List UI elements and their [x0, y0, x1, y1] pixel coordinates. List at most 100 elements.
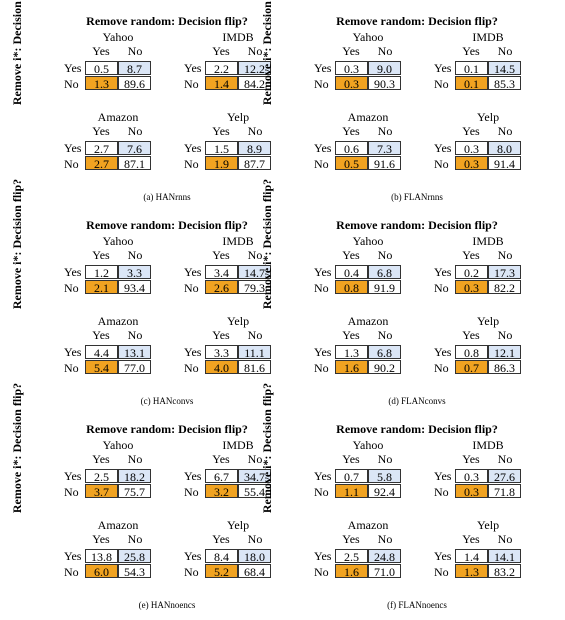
dataset-label: Yelp [226, 314, 250, 328]
dataset-label: Yahoo [102, 438, 134, 452]
dataset-label: IMDB [222, 438, 254, 452]
matrix-cell: 84.2 [238, 76, 271, 91]
row-header-yes: Yes [314, 265, 332, 279]
row-header-yes: Yes [64, 345, 82, 359]
dataset-label: Amazon [347, 518, 389, 532]
matrix-cell: 90.2 [368, 360, 401, 375]
dataset-label: Amazon [97, 314, 139, 328]
panel: Remove random: Decision flip? Remove i*: … [10, 0, 292, 212]
col-header-no: No [127, 532, 143, 546]
col-header-yes: Yes [92, 532, 110, 546]
dataset-label: Yahoo [102, 30, 134, 44]
col-header-no: No [377, 44, 393, 58]
col-header-no: No [127, 44, 143, 58]
matrix-cell: 85.3 [488, 76, 521, 91]
row-header-no: No [434, 281, 449, 295]
row-header-no: No [64, 485, 79, 499]
matrix-cell: 25.8 [118, 549, 151, 564]
matrix-cell: 3.3 [205, 345, 238, 360]
col-header-no: No [127, 248, 143, 262]
matrix-cell: 2.1 [85, 280, 118, 295]
row-header-no: No [314, 157, 329, 171]
matrix-cell: 6.8 [368, 345, 401, 360]
panel: Remove random: Decision flip? Remove i*: … [260, 0, 542, 212]
row-header-yes: Yes [184, 61, 202, 75]
matrix-cell: 82.2 [488, 280, 521, 295]
col-header-yes: Yes [92, 44, 110, 58]
confusion-matrix: Yahoo Yes No Yes No 0.4 6.8 0.8 91.9 [314, 234, 414, 304]
col-header-yes: Yes [92, 248, 110, 262]
matrix-cell: 0.3 [335, 61, 368, 76]
matrix-cell: 0.7 [455, 360, 488, 375]
col-header-yes: Yes [342, 452, 360, 466]
matrix-cell: 0.4 [335, 265, 368, 280]
panel-caption: (c) HANconvs [140, 396, 194, 406]
col-header-no: No [247, 328, 263, 342]
matrix-cell: 18.0 [238, 549, 271, 564]
col-header-yes: Yes [92, 328, 110, 342]
col-header-yes: Yes [342, 532, 360, 546]
matrix-cell: 0.5 [335, 156, 368, 171]
dataset-label: IMDB [222, 30, 254, 44]
row-header-yes: Yes [314, 61, 332, 75]
row-header-no: No [314, 485, 329, 499]
panel: Remove random: Decision flip? Remove i*: … [260, 179, 542, 416]
matrix-cell: 77.0 [118, 360, 151, 375]
confusion-matrix: Yahoo Yes No Yes No 1.2 3.3 2.1 93.4 [64, 234, 164, 304]
col-header-yes: Yes [212, 248, 230, 262]
matrix-cell: 1.3 [85, 76, 118, 91]
matrix-cell: 14.7 [238, 265, 271, 280]
row-header-no: No [314, 77, 329, 91]
matrix-cell: 1.1 [335, 484, 368, 499]
panel-caption: (d) FLANconvs [388, 396, 446, 406]
row-header-yes: Yes [434, 141, 452, 155]
dataset-label: Yahoo [352, 30, 384, 44]
matrix-cell: 5.4 [85, 360, 118, 375]
col-header-no: No [497, 532, 513, 546]
confusion-matrix: Yahoo Yes No Yes No 0.5 8.7 1.3 89.6 [64, 30, 164, 100]
matrix-cell: 91.4 [488, 156, 521, 171]
matrix-cell: 14.5 [488, 61, 521, 76]
row-header-no: No [64, 281, 79, 295]
confusion-matrix: Yelp Yes No Yes No 0.3 8.0 0.3 91.4 [434, 110, 534, 180]
matrix-cell: 6.0 [85, 564, 118, 579]
confusion-matrix: IMDB Yes No Yes No 0.1 14.5 0.1 85.3 [434, 30, 534, 100]
col-header-no: No [127, 124, 143, 138]
col-header-yes: Yes [92, 124, 110, 138]
col-header-yes: Yes [342, 44, 360, 58]
matrix-cell: 87.7 [238, 156, 271, 171]
confusion-matrix: Amazon Yes No Yes No 1.3 6.8 1.6 90.2 [314, 314, 414, 384]
matrix-cell: 27.6 [488, 469, 521, 484]
confusion-matrix: IMDB Yes No Yes No 3.4 14.7 2.6 79.3 [184, 234, 284, 304]
row-header-no: No [64, 157, 79, 171]
panel-title: Remove random: Decision flip? [336, 422, 498, 436]
matrix-cell: 18.2 [118, 469, 151, 484]
matrix-cell: 90.3 [368, 76, 401, 91]
matrix-cell: 1.4 [455, 549, 488, 564]
col-header-yes: Yes [212, 452, 230, 466]
matrix-cell: 0.8 [455, 345, 488, 360]
matrix-cell: 11.1 [238, 345, 271, 360]
row-header-no: No [434, 565, 449, 579]
matrix-cell: 13.1 [118, 345, 151, 360]
dataset-label: Amazon [97, 518, 139, 532]
row-header-yes: Yes [184, 265, 202, 279]
row-header-yes: Yes [314, 469, 332, 483]
row-header-yes: Yes [64, 61, 82, 75]
matrix-cell: 6.8 [368, 265, 401, 280]
col-header-yes: Yes [212, 532, 230, 546]
col-header-no: No [497, 248, 513, 262]
matrix-cell: 2.5 [335, 549, 368, 564]
confusion-matrix: Yelp Yes No Yes No 1.5 8.9 1.9 87.7 [184, 110, 284, 180]
matrix-cell: 1.9 [205, 156, 238, 171]
row-header-yes: Yes [434, 345, 452, 359]
dataset-label: Yelp [476, 314, 500, 328]
matrix-cell: 7.3 [368, 141, 401, 156]
panel-ylabel: Remove i*: Decision flip? [260, 178, 274, 310]
row-header-yes: Yes [434, 61, 452, 75]
matrix-cell: 8.4 [205, 549, 238, 564]
matrix-cell: 0.3 [455, 156, 488, 171]
col-header-yes: Yes [462, 452, 480, 466]
row-header-yes: Yes [64, 141, 82, 155]
row-header-no: No [184, 485, 199, 499]
